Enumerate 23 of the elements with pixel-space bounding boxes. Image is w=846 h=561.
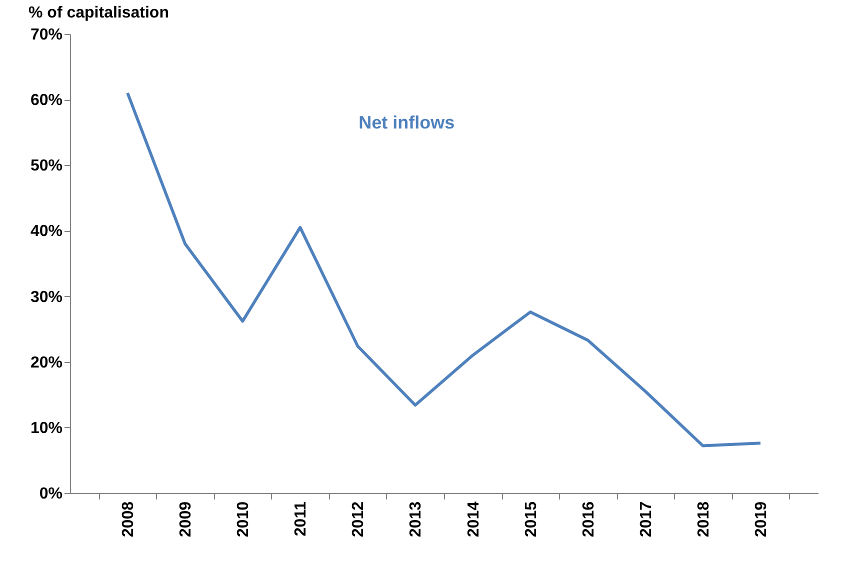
y-tick-label: 10% [30,420,62,437]
x-tick-label: 2018 [695,501,712,538]
y-tick-label: 70% [30,26,62,44]
y-tick-label: 30% [30,288,62,306]
y-tick-label: 50% [30,158,62,175]
x-tick-label: 2010 [235,501,252,538]
y-tick-label: 40% [30,223,62,240]
y-tick-label: 20% [30,354,62,372]
x-tick-label: 2013 [408,501,425,538]
x-tick-label: 2012 [350,501,368,538]
x-tick-label: 2016 [580,501,598,538]
y-axis-title: % of capitalisation [28,4,169,22]
y-tick-label: 0% [39,486,62,502]
x-tick-label: 2008 [120,501,138,538]
x-tick-label: 2015 [522,501,540,538]
line-series [126,92,762,448]
x-tick-label: 2017 [638,501,655,538]
text: Net inflows [358,112,455,133]
y-tick-label: 60% [30,92,62,110]
x-tick-label: 2011 [292,501,310,536]
x-tick-label: 2019 [752,501,770,538]
x-tick-label: 2014 [465,501,482,538]
x-tick-label: 2009 [178,501,195,538]
